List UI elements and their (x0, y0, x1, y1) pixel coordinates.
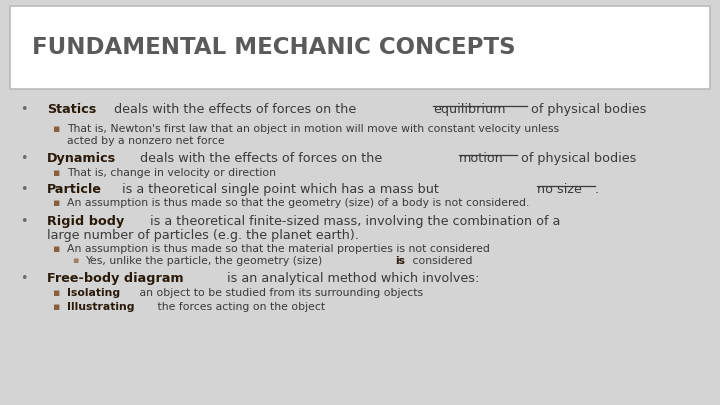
Text: Isolating: Isolating (67, 288, 120, 298)
Text: ▪: ▪ (52, 302, 59, 312)
Text: Yes, unlike the particle, the geometry (size): Yes, unlike the particle, the geometry (… (85, 256, 325, 266)
Text: of physical bodies: of physical bodies (517, 152, 636, 165)
Text: is: is (395, 256, 405, 266)
Text: ▪: ▪ (52, 124, 59, 134)
Text: FUNDAMENTAL MECHANIC CONCEPTS: FUNDAMENTAL MECHANIC CONCEPTS (32, 36, 516, 59)
Text: •: • (20, 272, 27, 285)
Text: motion: motion (459, 152, 504, 165)
Text: Rigid body: Rigid body (47, 215, 124, 228)
Text: ▪: ▪ (72, 256, 78, 265)
Text: no size: no size (537, 183, 582, 196)
Text: That is, change in velocity or direction: That is, change in velocity or direction (67, 168, 276, 178)
Text: is a theoretical single point which has a mass but: is a theoretical single point which has … (118, 183, 443, 196)
Text: •: • (20, 152, 27, 165)
Text: is an analytical method which involves:: is an analytical method which involves: (223, 272, 480, 285)
Text: acted by a nonzero net force: acted by a nonzero net force (67, 136, 225, 146)
Text: the forces acting on the object: the forces acting on the object (154, 302, 325, 312)
Text: That is, Newton's first law that an object in motion will move with constant vel: That is, Newton's first law that an obje… (67, 124, 559, 134)
Text: Free-body diagram: Free-body diagram (47, 272, 184, 285)
Text: deals with the effects of forces on the: deals with the effects of forces on the (110, 103, 361, 116)
Text: equilibrium: equilibrium (433, 103, 505, 116)
Text: Dynamics: Dynamics (47, 152, 116, 165)
Text: deals with the effects of forces on the: deals with the effects of forces on the (136, 152, 386, 165)
Text: ▪: ▪ (52, 288, 59, 298)
Text: •: • (20, 183, 27, 196)
Text: An assumption is thus made so that the geometry (size) of a body is not consider: An assumption is thus made so that the g… (67, 198, 529, 209)
Text: considered: considered (408, 256, 472, 266)
Text: .: . (595, 183, 599, 196)
Text: An assumption is thus made so that the material properties is not considered: An assumption is thus made so that the m… (67, 244, 490, 254)
Text: of physical bodies: of physical bodies (527, 103, 646, 116)
FancyBboxPatch shape (10, 6, 710, 89)
Text: ▪: ▪ (52, 198, 59, 209)
Text: •: • (20, 215, 27, 228)
Text: Particle: Particle (47, 183, 102, 196)
Text: is a theoretical finite-sized mass, involving the combination of a: is a theoretical finite-sized mass, invo… (146, 215, 561, 228)
Text: ▪: ▪ (52, 168, 59, 178)
Text: an object to be studied from its surrounding objects: an object to be studied from its surroun… (135, 288, 423, 298)
Text: large number of particles (e.g. the planet earth).: large number of particles (e.g. the plan… (47, 229, 359, 242)
Text: ▪: ▪ (52, 244, 59, 254)
Text: Illustrating: Illustrating (67, 302, 135, 312)
Text: Statics: Statics (47, 103, 96, 116)
Text: •: • (20, 103, 27, 116)
